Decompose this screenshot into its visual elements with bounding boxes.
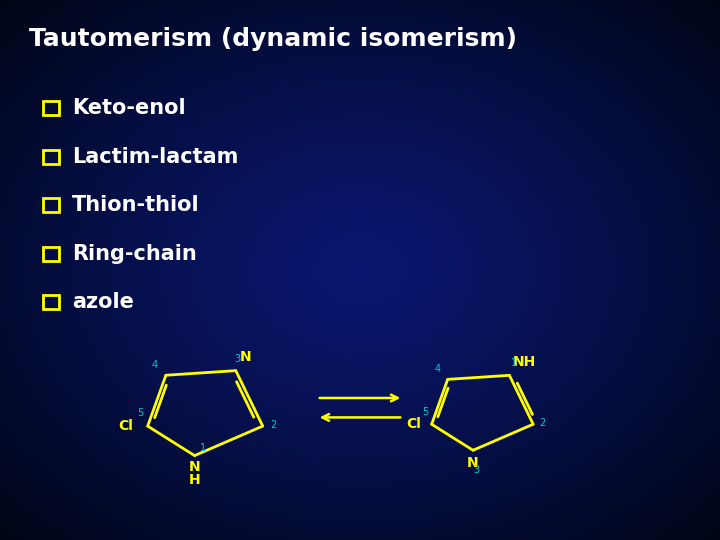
Text: NH: NH xyxy=(513,355,536,369)
Text: 1: 1 xyxy=(511,358,517,368)
Text: 2: 2 xyxy=(270,420,276,430)
Text: 4: 4 xyxy=(434,364,441,374)
Text: 4: 4 xyxy=(151,360,157,370)
Text: Cl: Cl xyxy=(118,419,133,433)
Text: azole: azole xyxy=(72,292,134,313)
Text: 3: 3 xyxy=(473,465,479,475)
Text: Keto-enol: Keto-enol xyxy=(72,98,186,118)
Text: 3: 3 xyxy=(234,354,240,363)
Text: Ring-chain: Ring-chain xyxy=(72,244,197,264)
Text: Tautomerism (dynamic isomerism): Tautomerism (dynamic isomerism) xyxy=(29,27,517,51)
Text: 5: 5 xyxy=(137,408,143,418)
Text: N: N xyxy=(239,350,251,364)
Text: 5: 5 xyxy=(423,407,429,417)
Text: Lactim-lactam: Lactim-lactam xyxy=(72,146,238,167)
Text: Cl: Cl xyxy=(406,417,421,431)
Text: 2: 2 xyxy=(539,418,545,428)
Text: Thion-thiol: Thion-thiol xyxy=(72,195,199,215)
Text: N: N xyxy=(467,456,479,470)
Text: N: N xyxy=(189,460,200,474)
Text: H: H xyxy=(189,474,200,488)
Text: 1: 1 xyxy=(200,443,207,453)
